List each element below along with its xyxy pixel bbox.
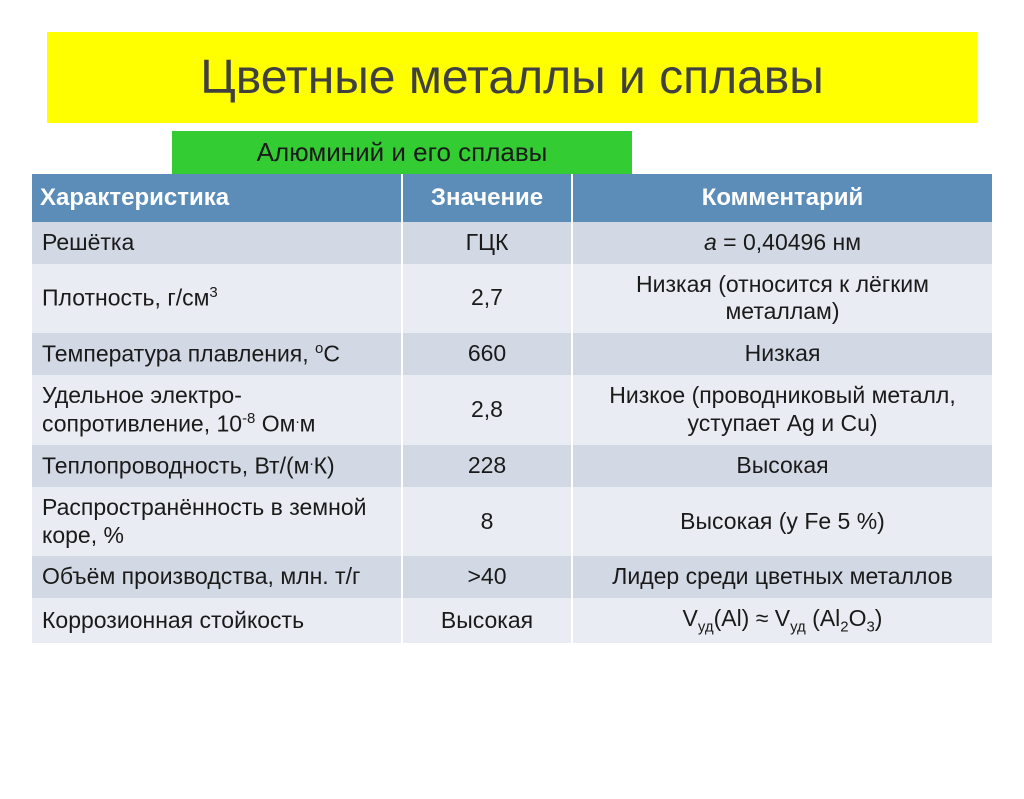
table-body: РешёткаГЦКa = 0,40496 нмПлотность, г/см3… bbox=[32, 222, 992, 643]
table-row: Объём производства, млн. т/г>40Лидер сре… bbox=[32, 556, 992, 598]
cell-comment: Низкое (проводниковый металл, уступает A… bbox=[572, 375, 992, 445]
table-row: Теплопроводность, Вт/(м.К)228Высокая bbox=[32, 445, 992, 487]
col-header-characteristic: Характеристика bbox=[32, 174, 402, 222]
title-bar: Цветные металлы и сплавы bbox=[47, 32, 977, 123]
cell-characteristic: Коррозионная стойкость bbox=[32, 598, 402, 644]
cell-comment: Лидер среди цветных металлов bbox=[572, 556, 992, 598]
col-header-comment: Комментарий bbox=[572, 174, 992, 222]
cell-characteristic: Теплопроводность, Вт/(м.К) bbox=[32, 445, 402, 487]
cell-comment: Высокая bbox=[572, 445, 992, 487]
table-row: Плотность, г/см32,7Низкая (относится к л… bbox=[32, 264, 992, 333]
properties-table: Характеристика Значение Комментарий Решё… bbox=[32, 174, 992, 643]
cell-value: >40 bbox=[402, 556, 572, 598]
cell-value: 2,8 bbox=[402, 375, 572, 445]
subtitle-bar: Алюминий и его сплавы bbox=[172, 131, 632, 174]
cell-characteristic: Плотность, г/см3 bbox=[32, 264, 402, 333]
cell-characteristic: Распространённость в земной коре, % bbox=[32, 487, 402, 556]
cell-comment: Высокая (у Fe 5 %) bbox=[572, 487, 992, 556]
cell-value: Высокая bbox=[402, 598, 572, 644]
table-row: Температура плавления, оС660Низкая bbox=[32, 333, 992, 375]
page-subtitle: Алюминий и его сплавы bbox=[257, 137, 548, 167]
cell-value: 2,7 bbox=[402, 264, 572, 333]
cell-value: 660 bbox=[402, 333, 572, 375]
cell-characteristic: Температура плавления, оС bbox=[32, 333, 402, 375]
cell-comment: a = 0,40496 нм bbox=[572, 222, 992, 264]
page-title: Цветные металлы и сплавы bbox=[200, 51, 824, 104]
table-row: Коррозионная стойкостьВысокаяVуд(Al) ≈ V… bbox=[32, 598, 992, 644]
cell-characteristic: Удельное электро-сопротивление, 10-8 Ом.… bbox=[32, 375, 402, 445]
cell-characteristic: Решётка bbox=[32, 222, 402, 264]
cell-comment: Vуд(Al) ≈ Vуд (Al2O3) bbox=[572, 598, 992, 644]
cell-comment: Низкая bbox=[572, 333, 992, 375]
table-header-row: Характеристика Значение Комментарий bbox=[32, 174, 992, 222]
table-row: Удельное электро-сопротивление, 10-8 Ом.… bbox=[32, 375, 992, 445]
table-row: РешёткаГЦКa = 0,40496 нм bbox=[32, 222, 992, 264]
cell-value: ГЦК bbox=[402, 222, 572, 264]
col-header-value: Значение bbox=[402, 174, 572, 222]
cell-characteristic: Объём производства, млн. т/г bbox=[32, 556, 402, 598]
table-row: Распространённость в земной коре, %8Высо… bbox=[32, 487, 992, 556]
cell-comment: Низкая (относится к лёгким металлам) bbox=[572, 264, 992, 333]
cell-value: 8 bbox=[402, 487, 572, 556]
cell-value: 228 bbox=[402, 445, 572, 487]
